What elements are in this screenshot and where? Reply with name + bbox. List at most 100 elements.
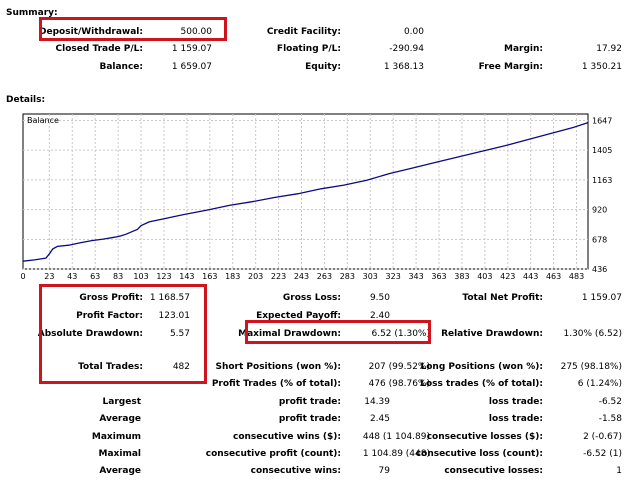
expected-payoff-label: Expected Payoff:	[256, 311, 341, 321]
x-tick-label-2: 43	[67, 272, 77, 280]
x-tick-label-9: 183	[225, 272, 240, 280]
largest-loss-trade-label: loss trade:	[488, 397, 543, 407]
highlight-box-maximal-drawdown	[245, 320, 431, 344]
average-consecutive-wins-value: 79	[378, 466, 390, 476]
profit-factor-value: 123.01	[158, 311, 191, 321]
chart-legend-balance: Balance	[27, 116, 59, 125]
margin-label: Margin:	[503, 44, 543, 54]
x-tick-label-23: 463	[546, 272, 561, 280]
x-tick-label-5: 103	[133, 272, 148, 280]
expected-payoff-value: 2.40	[369, 311, 390, 321]
largest-profit-trade-label: profit trade:	[278, 397, 341, 407]
short-positions-label: Short Positions (won %):	[215, 362, 341, 372]
average-loss-trade-label: loss trade:	[488, 414, 543, 424]
gross-loss-value: 9.50	[369, 293, 390, 303]
long-positions-value: 275 (98.18%)	[560, 362, 622, 372]
highlight-box-profit-stats	[39, 284, 207, 384]
equity-label: Equity:	[305, 62, 341, 72]
total-net-profit-value: 1 159.07	[581, 293, 622, 303]
closed-trade-pl-label: Closed Trade P/L:	[55, 44, 143, 54]
x-tick-label-1: 23	[44, 272, 54, 280]
total-trades-label: Total Trades:	[78, 362, 143, 372]
y-tick-label-0: 436	[592, 265, 607, 274]
largest-loss-trade-value: -6.52	[598, 397, 622, 407]
loss-trades-value: 6 (1.24%)	[577, 379, 622, 389]
y-tick-label-3: 1163	[592, 176, 612, 185]
relative-drawdown-value: 1.30% (6.52)	[563, 329, 622, 339]
maximal-consecutive-loss-label: consecutive loss (count):	[415, 449, 543, 459]
max-consecutive-losses-value: 2 (-0.67)	[583, 432, 622, 442]
x-tick-label-22: 443	[523, 272, 538, 280]
absolute-drawdown-value: 5.57	[169, 329, 190, 339]
summary-title: Summary:	[6, 8, 58, 18]
x-tick-label-10: 203	[248, 272, 263, 280]
gross-profit-label: Gross Profit:	[79, 293, 143, 303]
gross-loss-label: Gross Loss:	[282, 293, 341, 303]
x-tick-label-21: 423	[500, 272, 515, 280]
deposit-withdrawal-value: 500.00	[180, 27, 213, 37]
loss-trades-label: Loss trades (% of total):	[420, 379, 543, 389]
total-net-profit-label: Total Net Profit:	[462, 293, 543, 303]
free-margin-value: 1 350.21	[581, 62, 622, 72]
max-consecutive-wins-label: consecutive wins ($):	[232, 432, 341, 442]
closed-trade-pl-value: 1 159.07	[171, 44, 212, 54]
gross-profit-value: 1 168.57	[149, 293, 190, 303]
average-consecutive-losses-label: consecutive losses:	[444, 466, 543, 476]
average-profit-trade-label: profit trade:	[278, 414, 341, 424]
y-tick-label-2: 920	[592, 206, 607, 215]
floating-pl-label: Floating P/L:	[276, 44, 341, 54]
y-tick-label-1: 678	[592, 235, 607, 244]
y-tick-label-4: 1405	[592, 146, 612, 155]
x-tick-label-7: 143	[179, 272, 194, 280]
long-positions-label: Long Positions (won %):	[420, 362, 543, 372]
x-tick-label-8: 163	[202, 272, 217, 280]
largest-profit-trade-value: 14.39	[364, 397, 390, 407]
maximal-consecutive-profit-value: 1 104.89 (448)	[362, 449, 430, 459]
x-tick-label-14: 283	[340, 272, 355, 280]
highlight-box-deposit	[39, 17, 227, 41]
maximal-consecutive-profit-label: consecutive profit (count):	[205, 449, 341, 459]
balance-chart: 436 678 920 1163 1405 1647 0 23 43 63 83 103 123 143…	[20, 113, 612, 280]
maximal-label: Maximal	[98, 449, 141, 459]
maximum-label: Maximum	[91, 432, 141, 442]
x-tick-label-11: 223	[271, 272, 286, 280]
relative-drawdown-label: Relative Drawdown:	[441, 329, 543, 339]
floating-pl-value: -290.94	[389, 44, 424, 54]
largest-label: Largest	[102, 397, 141, 407]
x-tick-label-6: 123	[156, 272, 171, 280]
x-tick-label-18: 363	[431, 272, 446, 280]
x-tick-label-20: 403	[477, 272, 492, 280]
x-tick-label-19: 383	[454, 272, 469, 280]
free-margin-label: Free Margin:	[478, 62, 543, 72]
maximal-drawdown-value: 6.52 (1.30%)	[371, 329, 430, 339]
average-loss-trade-value: -1.58	[598, 414, 622, 424]
short-positions-value: 207 (99.52%)	[368, 362, 430, 372]
balance-label: Balance:	[99, 62, 143, 72]
maximal-consecutive-loss-value: -6.52 (1)	[583, 449, 622, 459]
average-consecutive-losses-value: 1	[616, 466, 622, 476]
x-tick-label-0: 0	[20, 272, 25, 280]
balance-value: 1 659.07	[171, 62, 212, 72]
x-tick-label-15: 303	[363, 272, 378, 280]
average-consecutive-wins-label: consecutive wins:	[250, 466, 341, 476]
absolute-drawdown-label: Absolute Drawdown:	[37, 329, 143, 339]
x-tick-label-16: 323	[386, 272, 401, 280]
maximal-drawdown-label: Maximal Drawdown:	[238, 329, 341, 339]
profit-trades-label: Profit Trades (% of total):	[211, 379, 341, 389]
average-consecutive-label: Average	[99, 466, 141, 476]
balance-line	[22, 121, 589, 262]
total-trades-value: 482	[172, 362, 190, 372]
credit-facility-label: Credit Facility:	[266, 27, 341, 37]
equity-value: 1 368.13	[383, 62, 424, 72]
x-tick-label-17: 343	[408, 272, 423, 280]
x-tick-label-4: 83	[113, 272, 123, 280]
x-tick-label-13: 263	[317, 272, 332, 280]
average-profit-trade-value: 2.45	[369, 414, 390, 424]
profit-factor-label: Profit Factor:	[76, 311, 143, 321]
profit-trades-value: 476 (98.76%)	[368, 379, 430, 389]
deposit-withdrawal-label: Deposit/Withdrawal:	[39, 27, 143, 37]
margin-value: 17.92	[596, 44, 622, 54]
x-tick-label-12: 243	[294, 272, 309, 280]
max-consecutive-losses-label: consecutive losses ($):	[426, 432, 543, 442]
average-label: Average	[99, 414, 141, 424]
